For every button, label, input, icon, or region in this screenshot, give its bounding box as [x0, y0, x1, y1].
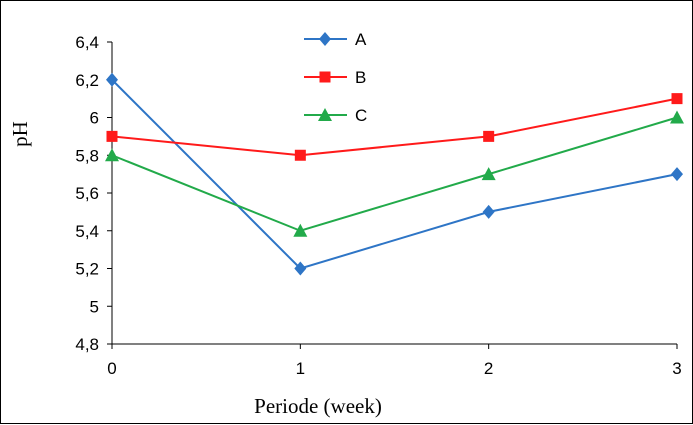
y-tick-label: 5,6 [75, 184, 99, 203]
series-a-point [482, 204, 495, 219]
series-b-point [294, 149, 306, 161]
y-tick-label: 5,8 [75, 146, 99, 165]
y-tick-label: 5,4 [75, 222, 99, 241]
legend: ABC [304, 30, 367, 125]
legend-marker [319, 71, 331, 83]
legend-label-a: A [355, 30, 367, 49]
series-c-point [293, 223, 308, 237]
series-b [106, 93, 683, 161]
axes: 4,8 5 5,2 5,4 5,6 5,8 6 6,2 6,4 0 1 2 3 [75, 33, 681, 378]
series-b-point [483, 130, 495, 142]
series-a-point [294, 261, 307, 276]
y-tick-label: 5 [90, 297, 99, 316]
y-tick-label: 4,8 [75, 335, 99, 354]
series-a-line [111, 79, 678, 270]
series-c [105, 110, 684, 237]
legend-item-c: C [304, 106, 367, 125]
x-tick-label: 2 [484, 359, 493, 378]
series-b-point [106, 130, 118, 142]
series-a-point [106, 72, 118, 87]
y-axis-title: pH [8, 121, 32, 147]
legend-item-b: B [304, 68, 366, 87]
legend-marker [318, 108, 332, 121]
series-a [106, 72, 683, 276]
series-layer [105, 72, 684, 276]
series-c-point [670, 110, 684, 124]
x-tick-label: 3 [672, 359, 681, 378]
y-tick-label: 6,2 [75, 71, 99, 90]
x-tick-label: 0 [107, 359, 116, 378]
series-c-point [105, 148, 119, 162]
y-tick-label: 6 [90, 109, 99, 128]
x-axis-title: Periode (week) [254, 394, 382, 418]
series-c-point [481, 167, 496, 181]
x-tick-label: 1 [296, 359, 305, 378]
y-tick-label: 5,2 [75, 260, 99, 279]
series-c-line [111, 116, 678, 232]
legend-label-c: C [355, 106, 367, 125]
legend-marker [319, 32, 331, 46]
legend-item-a: A [304, 30, 367, 49]
series-a-point [671, 167, 683, 182]
series-b-line [111, 97, 678, 157]
y-tick-label: 6,4 [75, 33, 99, 52]
legend-label-b: B [355, 68, 366, 87]
series-b-point [671, 93, 683, 105]
